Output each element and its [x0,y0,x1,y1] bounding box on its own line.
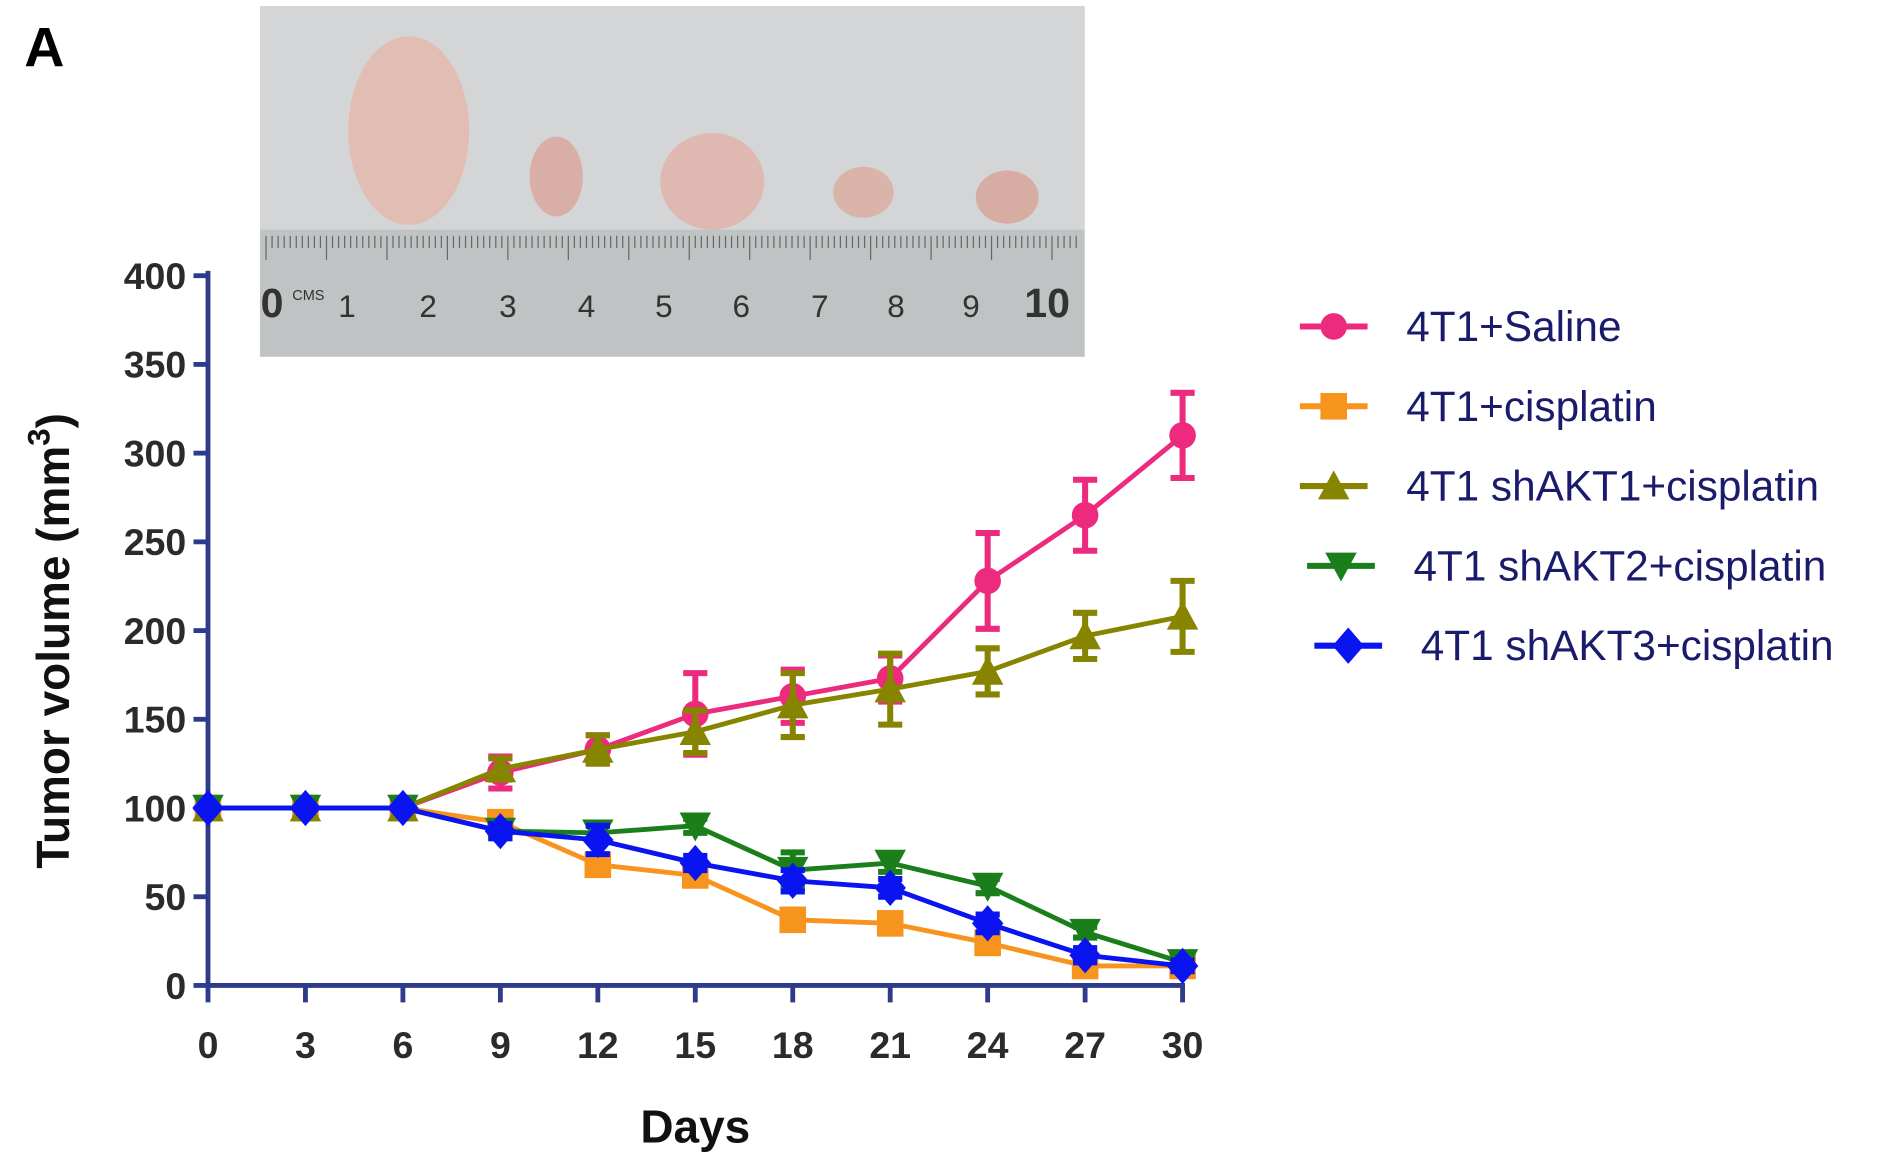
data-point [484,753,517,783]
x-tick-label: 27 [1064,1024,1106,1066]
y-tick-label: 50 [145,876,187,918]
y-axis-label-close: ) [27,413,79,428]
x-tick-label: 24 [967,1024,1009,1066]
ruler-label: 6 [732,289,749,324]
data-point [1166,600,1199,630]
data-point [974,567,1001,595]
y-tick-label: 0 [165,965,186,1007]
data-point [387,789,419,827]
data-point [192,789,224,827]
legend-label: 4T1+Saline [1406,303,1621,350]
data-point [679,844,712,882]
ruler-label: 7 [811,289,828,324]
legend-item: 4T1 shAKT1+cisplatin [1299,463,1819,510]
x-axis-label: Days [640,1101,750,1153]
y-tick-label: 350 [124,344,187,386]
data-point [779,906,807,934]
data-point [289,789,322,827]
legend-label: 4T1 shAKT1+cisplatin [1406,463,1819,510]
ruler-label: 0 [261,280,284,326]
data-point [874,673,906,703]
legend-marker [1325,552,1357,582]
tumor-5 [975,170,1039,224]
tumor-4 [833,166,894,218]
data-point [679,715,712,746]
ruler-label: 9 [962,289,979,324]
data-point [777,689,809,719]
legend-marker [1318,470,1350,500]
series-4 [192,789,1199,985]
data-point [1069,918,1101,948]
ruler-label: 8 [887,289,904,324]
data-point [971,872,1004,902]
x-tick-label: 15 [674,1024,716,1066]
legend-label: 4T1 shAKT2+cisplatin [1414,542,1827,589]
legend-label: 4T1 shAKT3+cisplatin [1421,622,1834,669]
ruler-label: 5 [655,289,672,324]
data-point [876,910,904,937]
y-tick-label: 400 [124,255,187,297]
x-tick-label: 21 [869,1024,911,1066]
data-point [1071,501,1099,529]
y-axis-label: Tumor volume (mm3) [22,413,79,869]
legend-marker [1320,392,1348,420]
ruler-label: 3 [499,289,516,324]
x-tick-label: 12 [577,1024,619,1066]
data-point [582,733,614,763]
ruler-label: 10 [1024,280,1070,326]
x-tick-label: 6 [392,1024,413,1066]
x-tick-label: 3 [295,1024,316,1066]
data-point [1169,422,1196,449]
tumor-2 [529,136,583,217]
y-tick-label: 150 [124,699,187,741]
tumor-3 [660,133,765,230]
x-tick-label: 18 [772,1024,814,1066]
tumor-photo: 0 CMS 1 2 3 4 5 6 7 8 9 10 [259,6,1085,357]
y-tick-label: 100 [124,787,187,829]
y-tick-label: 200 [124,610,187,652]
y-tick-label: 250 [124,521,187,563]
ruler-label: 2 [419,289,436,324]
legend-item: 4T1+Saline [1299,303,1622,350]
legend-item: 4T1 shAKT3+cisplatin [1314,622,1834,669]
data-point [484,812,517,850]
x-tick-label: 30 [1162,1024,1204,1066]
data-point [874,849,906,879]
legend-item: 4T1+cisplatin [1299,383,1657,430]
legend-marker [1320,313,1348,340]
series-0 [194,389,1196,822]
panel-label: A [24,17,64,79]
legend-label: 4T1+cisplatin [1406,383,1657,430]
data-point [1069,620,1101,650]
data-point [874,869,906,907]
y-axis-label-text: Tumor volume (mm [27,446,79,869]
legend-item: 4T1 shAKT2+cisplatin [1307,542,1826,589]
tumor-1 [348,36,470,225]
x-tick-label: 9 [490,1024,511,1066]
legend-marker [1332,627,1364,664]
ruler-label: 4 [578,289,595,324]
y-tick-label: 300 [124,432,187,474]
data-point [679,812,712,842]
ruler [259,229,1085,357]
y-axis-label-sup: 3 [22,428,57,445]
ruler-label: 1 [338,289,355,324]
data-point [971,655,1004,685]
x-tick-label: 0 [198,1024,219,1066]
ruler-label: CMS [292,288,324,304]
